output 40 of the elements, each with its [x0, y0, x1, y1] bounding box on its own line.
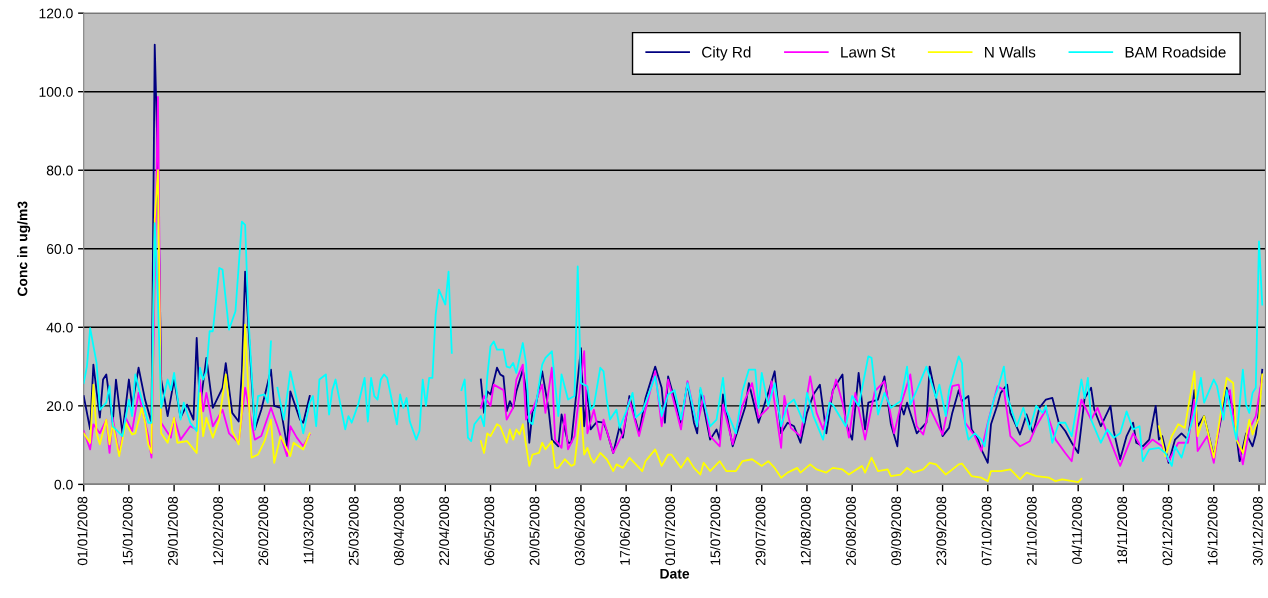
x-tick-label: 20/05/2008 [529, 496, 540, 565]
x-tick-label: 15/01/2008 [122, 496, 133, 565]
x-tick-label: 01/01/2008 [77, 496, 88, 566]
x-tick-label: 23/09/2008 [936, 496, 947, 565]
x-tick-label: 21/10/2008 [1026, 496, 1037, 565]
x-tick-label: 18/11/2008 [1116, 496, 1128, 564]
x-tick-label: 29/07/2008 [755, 496, 766, 565]
legend-label: City Rd [702, 46, 751, 61]
x-tick-label: 30/12/2008 [1252, 496, 1263, 566]
x-axis-title: Date [660, 568, 690, 579]
x-tick-label: 26/02/2008 [258, 496, 269, 565]
x-tick-label: 01/07/2008 [664, 496, 676, 566]
x-tick-label: 15/07/2008 [710, 496, 721, 565]
x-tick-label: 07/10/2008 [981, 496, 992, 566]
legend-label: Lawn St [841, 46, 896, 58]
x-tick-label: 02/12/2008 [1162, 496, 1173, 566]
x-tick-label: 26/08/2008 [845, 496, 856, 565]
x-tick-label: 03/06/2008 [574, 496, 585, 566]
x-tick-label: 16/12/2008 [1207, 496, 1218, 565]
legend-label: N Walls [985, 46, 1036, 58]
x-tick-label: 04/11/2008 [1071, 496, 1082, 565]
x-tick-label: 22/04/2008 [438, 496, 450, 565]
x-tick-label: 17/06/2008 [619, 496, 630, 565]
y-tick-label: 120.0 [39, 8, 73, 19]
y-axis-title: Conc in ug/m3 [17, 201, 31, 297]
x-tick-label: 08/04/2008 [393, 496, 404, 566]
x-tick-label: 12/08/2008 [800, 496, 811, 565]
y-tick-label: 0.0 [54, 479, 73, 490]
y-tick-label: 80.0 [46, 165, 73, 176]
y-tick-label: 20.0 [46, 401, 73, 412]
x-tick-label: 11/03/2008 [303, 496, 314, 564]
x-tick-label: 06/05/2008 [484, 496, 495, 566]
y-tick-label: 100.0 [39, 87, 73, 97]
x-tick-label: 09/09/2008 [890, 496, 902, 566]
y-tick-label: 60.0 [46, 244, 73, 254]
x-tick-label: 29/01/2008 [167, 496, 178, 565]
legend-label: BAM Roadside [1125, 46, 1226, 58]
x-tick-label: 12/02/2008 [212, 496, 224, 565]
y-tick-label: 40.0 [46, 322, 73, 333]
x-tick-label: 25/03/2008 [348, 496, 359, 565]
